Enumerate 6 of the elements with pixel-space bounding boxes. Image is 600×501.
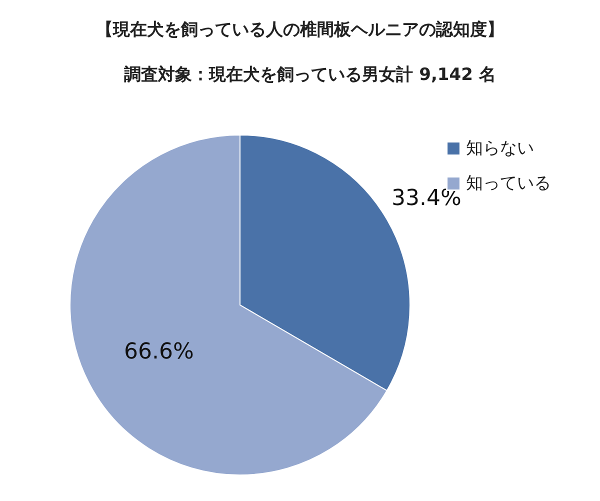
legend-label: 知らない	[466, 138, 534, 158]
chart-title: 【現在犬を飼っている人の椎間板ヘルニアの認知度】	[96, 20, 504, 40]
data-label: 66.6%	[124, 340, 194, 365]
chart-subtitle: 調査対象：現在犬を飼っている男女計 9,142 名	[124, 65, 496, 85]
data-label: 33.4%	[391, 186, 462, 211]
legend-label: 知っている	[466, 174, 551, 194]
